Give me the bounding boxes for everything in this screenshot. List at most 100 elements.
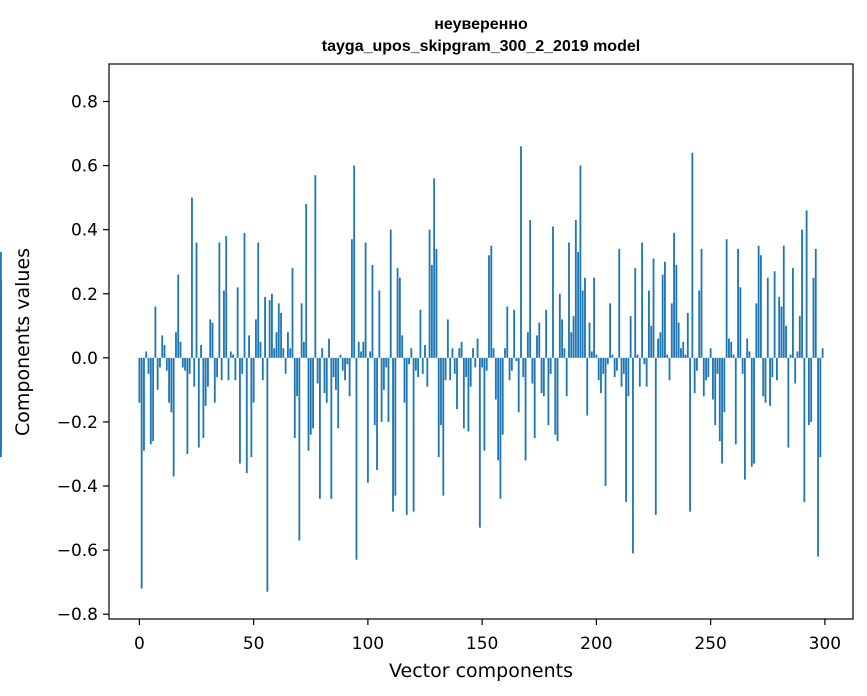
bar-261: [734, 357, 737, 445]
bar-112: [394, 357, 397, 496]
x-tick-label: 100: [352, 634, 384, 654]
bar-235: [675, 264, 678, 358]
bar-68: [293, 357, 296, 438]
bar-275: [766, 277, 769, 358]
bar-238: [682, 341, 685, 358]
bar-212: [622, 357, 625, 374]
bar-213: [625, 357, 628, 503]
bar-98: [362, 341, 365, 358]
y-tick-label: −0.6: [57, 541, 98, 561]
bar-86: [334, 357, 337, 390]
bar-173: [533, 357, 536, 438]
bar-138: [453, 357, 456, 374]
bar-89: [341, 357, 344, 371]
bar-12: [165, 357, 168, 371]
bar-174: [536, 335, 538, 358]
bar-233: [670, 303, 673, 358]
y-tick-label: 0.4: [71, 221, 98, 241]
bar-202: [600, 357, 602, 394]
bar-249: [707, 357, 710, 378]
bar-286: [791, 268, 794, 358]
bar-181: [552, 226, 554, 358]
bar-253: [716, 357, 719, 374]
bar-229: [661, 274, 664, 358]
bar-10: [161, 335, 164, 358]
bar-203: [602, 357, 605, 374]
bar-80: [321, 348, 324, 358]
bar-18: [179, 341, 182, 358]
bar-241: [689, 357, 691, 512]
bar-193: [579, 165, 582, 358]
bar-268: [750, 357, 753, 467]
bar-38: [225, 236, 228, 358]
bar-270: [755, 303, 758, 358]
bar-157: [497, 357, 500, 461]
bar-92: [348, 357, 351, 397]
bar-21: [186, 357, 189, 454]
bar-231: [666, 354, 669, 358]
bar-219: [638, 357, 641, 387]
bar-277: [771, 357, 774, 378]
bar-135: [446, 319, 449, 358]
bar-81: [323, 357, 326, 394]
bar-283: [785, 325, 787, 358]
bar-104: [376, 357, 378, 470]
y-tick-label: 0.6: [71, 157, 98, 177]
bar-123: [419, 309, 422, 358]
bar-158: [499, 357, 502, 499]
bar-195: [584, 277, 586, 358]
bar-257: [725, 239, 728, 358]
bar-111: [392, 357, 394, 512]
bar-50: [252, 357, 255, 403]
bar-83: [328, 338, 330, 358]
bar-243: [693, 357, 696, 394]
bar-25: [195, 242, 198, 358]
bar-156: [494, 357, 497, 400]
bar-227: [657, 338, 659, 358]
y-tick-label: −0.4: [57, 477, 98, 497]
bar-184: [558, 293, 561, 358]
bar-120: [412, 357, 415, 512]
bar-41: [232, 354, 234, 358]
bar-114: [398, 277, 401, 358]
y-tick-label: 0.0: [71, 349, 98, 369]
bar-146: [472, 348, 474, 358]
y-axis-ticks: −0.8 −0.6 −0.4 −0.2 0.0 0.2 0.4 0.6 0.8: [57, 92, 109, 625]
x-tick-label: 200: [580, 634, 612, 654]
bar-237: [680, 348, 682, 358]
bar-180: [549, 357, 552, 374]
bar-31: [209, 319, 212, 358]
bar-168: [522, 357, 525, 378]
bar-171: [529, 220, 532, 358]
bar-142: [462, 357, 465, 429]
bar-108: [385, 357, 388, 368]
bar-214: [627, 357, 630, 397]
bar-101: [369, 351, 372, 358]
bar-97: [360, 351, 362, 358]
bar-131: [437, 357, 440, 458]
bar-232: [668, 357, 671, 381]
bar-255: [721, 357, 723, 464]
bar-136: [449, 357, 452, 381]
x-tick-label: 250: [694, 634, 726, 654]
bar-245: [698, 290, 701, 358]
bar-211: [620, 357, 623, 387]
bar-66: [289, 348, 292, 358]
bar-263: [739, 287, 742, 358]
bar-256: [723, 357, 726, 413]
bar-154: [490, 245, 493, 358]
x-tick-label: 0: [134, 634, 145, 654]
bar-289: [798, 316, 801, 358]
bar-43: [236, 287, 239, 358]
bar-14: [170, 357, 173, 413]
bar-167: [520, 146, 522, 358]
bar-208: [613, 357, 616, 378]
bar-155: [492, 348, 495, 358]
bar-87: [337, 357, 340, 429]
bar-130: [435, 248, 438, 358]
bar-251: [712, 357, 714, 400]
bar-26: [197, 357, 200, 448]
bar-196: [586, 357, 589, 416]
bar-264: [741, 357, 744, 374]
bar-240: [686, 312, 689, 358]
